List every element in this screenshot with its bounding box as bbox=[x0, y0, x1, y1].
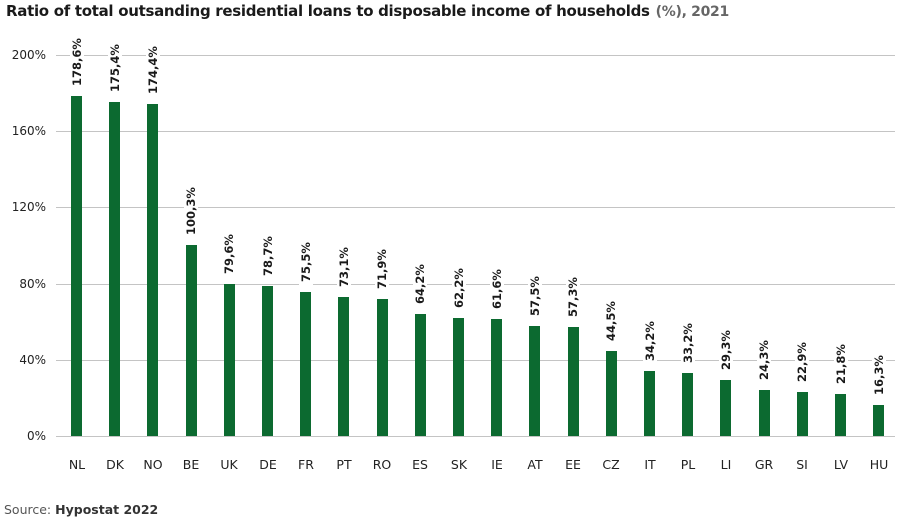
data-label: 174,4% bbox=[146, 42, 160, 98]
data-label: 64,2% bbox=[413, 260, 427, 308]
data-label: 73,1% bbox=[337, 243, 351, 291]
x-axis-category-label: ES bbox=[412, 457, 428, 472]
y-axis-tick-label: 80% bbox=[19, 277, 46, 291]
x-axis-category-label: HU bbox=[869, 457, 889, 472]
data-label: 57,3% bbox=[566, 273, 580, 321]
x-axis-category-label: PT bbox=[336, 457, 352, 472]
x-axis-category-label: NL bbox=[68, 457, 86, 472]
data-label: 71,9% bbox=[375, 245, 389, 293]
y-axis-tick-label: 40% bbox=[19, 353, 46, 367]
chart-title-text: Ratio of total outsanding residential lo… bbox=[6, 2, 650, 20]
bar-hu bbox=[873, 405, 884, 436]
data-label: 44,5% bbox=[604, 297, 618, 345]
bar-uk bbox=[224, 284, 235, 436]
x-axis-category-label: LI bbox=[720, 457, 732, 472]
x-axis-category-label: PL bbox=[680, 457, 696, 472]
bar-pl bbox=[682, 373, 693, 436]
data-label: 61,6% bbox=[490, 265, 504, 313]
data-label: 178,6% bbox=[70, 34, 84, 90]
bar-fr bbox=[300, 292, 311, 436]
bar-be bbox=[186, 245, 197, 436]
y-axis-tick-label: 160% bbox=[11, 124, 46, 138]
data-label: 78,7% bbox=[261, 232, 275, 280]
bar-pt bbox=[338, 297, 349, 436]
gridline bbox=[56, 360, 895, 361]
x-axis-category-label: IT bbox=[644, 457, 656, 472]
data-label: 24,3% bbox=[757, 336, 771, 384]
data-label: 21,8% bbox=[834, 340, 848, 388]
x-axis-category-label: UK bbox=[220, 457, 238, 472]
x-axis-category-label: LV bbox=[833, 457, 849, 472]
bar-de bbox=[262, 286, 273, 436]
bar-ee bbox=[568, 327, 579, 436]
bar-li bbox=[720, 380, 731, 436]
bar-si bbox=[797, 392, 808, 436]
bar-sk bbox=[453, 318, 464, 436]
x-axis-category-label: EE bbox=[565, 457, 581, 472]
x-axis-category-label: IE bbox=[491, 457, 503, 472]
bar-cz bbox=[606, 351, 617, 436]
data-label: 100,3% bbox=[184, 183, 198, 239]
x-axis-category-label: RO bbox=[372, 457, 392, 472]
y-axis-tick-label: 0% bbox=[26, 429, 46, 443]
x-axis-category-label: SK bbox=[450, 457, 468, 472]
gridline bbox=[56, 131, 895, 132]
x-axis-category-label: DE bbox=[259, 457, 277, 472]
source-prefix: Source: bbox=[4, 502, 52, 517]
data-label: 29,3% bbox=[719, 326, 733, 374]
source-note: Source: Hypostat 2022 bbox=[4, 502, 158, 517]
data-label: 16,3% bbox=[872, 351, 886, 399]
x-axis-category-label: BE bbox=[182, 457, 200, 472]
bar-ro bbox=[377, 299, 388, 436]
data-label: 62,2% bbox=[452, 264, 466, 312]
x-axis-category-label: SI bbox=[796, 457, 808, 472]
bar-gr bbox=[759, 390, 770, 436]
bar-lv bbox=[835, 394, 846, 436]
bar-nl bbox=[71, 96, 82, 436]
data-label: 34,2% bbox=[643, 317, 657, 365]
data-label: 33,2% bbox=[681, 319, 695, 367]
gridline bbox=[56, 284, 895, 285]
x-axis-category-label: NO bbox=[143, 457, 163, 472]
x-axis-category-label: GR bbox=[754, 457, 774, 472]
bar-at bbox=[529, 326, 540, 436]
bar-es bbox=[415, 314, 426, 436]
data-label: 175,4% bbox=[108, 40, 122, 96]
chart-title: Ratio of total outsanding residential lo… bbox=[6, 2, 729, 20]
bar-ie bbox=[491, 319, 502, 436]
data-label: 79,6% bbox=[222, 230, 236, 278]
chart-title-unit: (%), 2021 bbox=[655, 4, 730, 20]
gridline bbox=[56, 436, 895, 437]
bar-it bbox=[644, 371, 655, 436]
x-axis-category-label: AT bbox=[527, 457, 543, 472]
y-axis-tick-label: 200% bbox=[11, 48, 46, 62]
data-label: 22,9% bbox=[795, 338, 809, 386]
x-axis-category-label: DK bbox=[106, 457, 124, 472]
gridline bbox=[56, 207, 895, 208]
bar-no bbox=[147, 104, 158, 436]
source-name: Hypostat 2022 bbox=[55, 502, 159, 517]
data-label: 57,5% bbox=[528, 272, 542, 320]
data-label: 75,5% bbox=[299, 238, 313, 286]
x-axis-category-label: FR bbox=[298, 457, 314, 472]
y-axis-tick-label: 120% bbox=[11, 200, 46, 214]
gridline bbox=[56, 55, 895, 56]
bar-dk bbox=[109, 102, 120, 436]
x-axis-category-label: CZ bbox=[602, 457, 620, 472]
